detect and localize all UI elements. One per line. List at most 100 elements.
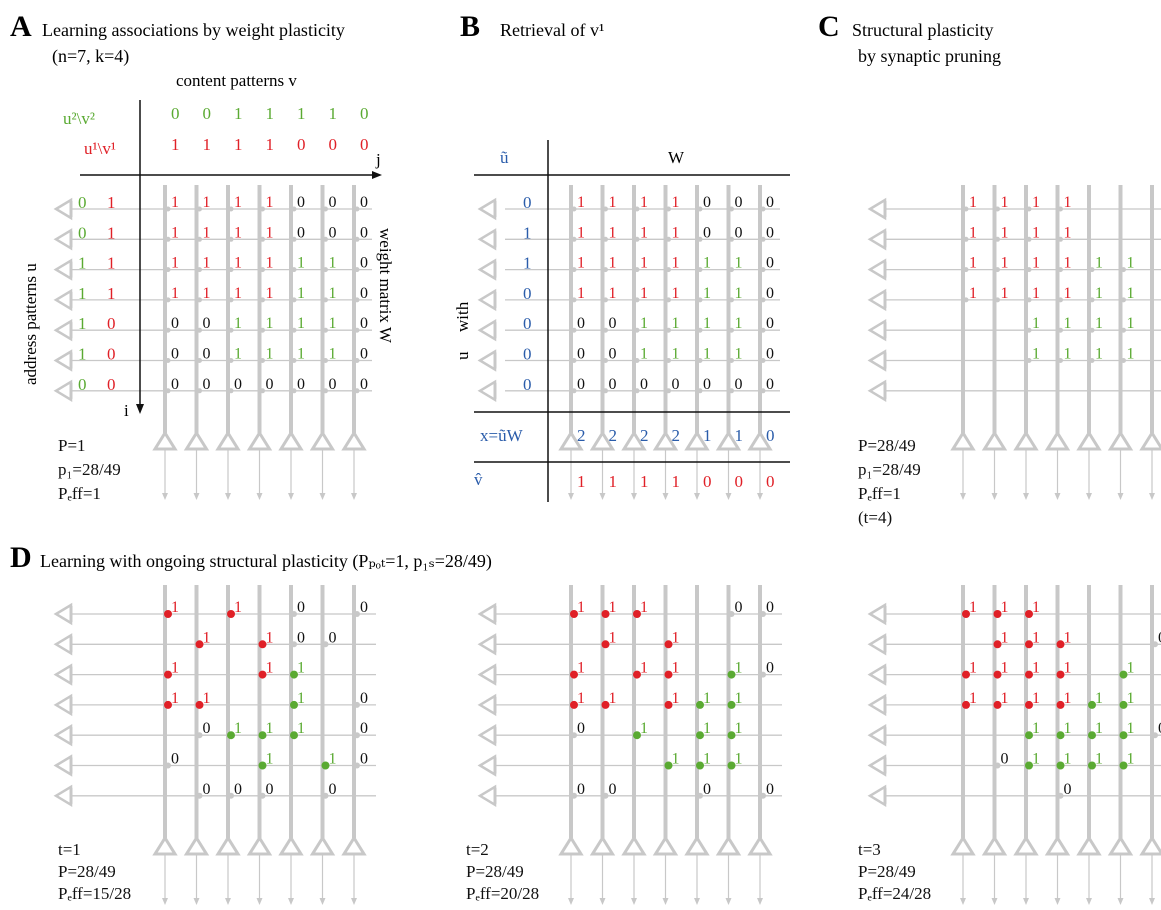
weight-cell: 1 — [234, 255, 242, 272]
synapse-dot — [228, 388, 234, 394]
weight-cell: 1 — [577, 285, 585, 302]
weight-cell: 1 — [640, 194, 648, 211]
u2-value: 0 — [78, 223, 87, 242]
u-tilde-value: 0 — [523, 193, 532, 212]
synapse-dot — [196, 732, 203, 739]
synapse-dot — [1056, 700, 1065, 709]
output-arrow — [631, 898, 637, 905]
weight-cell: 0 — [234, 376, 242, 393]
weight-cell: 0 — [266, 376, 274, 393]
weight-cell: 0 — [735, 224, 743, 241]
synapse-dot — [260, 267, 265, 273]
weight-cell: 1 — [297, 346, 305, 363]
weight-cell: 1 — [1127, 690, 1135, 707]
v-hat-value: 1 — [640, 472, 649, 491]
weight-cell: 0 — [766, 285, 774, 302]
u-label: u — [453, 351, 472, 360]
synapse-dot — [760, 327, 766, 333]
synapse-dot — [323, 388, 328, 394]
panel-d-letter: D — [10, 541, 32, 574]
panel-d-stat: Pₑff=15/28 — [58, 884, 131, 903]
u1-value: 1 — [107, 193, 116, 212]
input-neuron-triangle — [867, 723, 887, 747]
synapse-dot — [1026, 327, 1032, 333]
synapse-dot — [729, 236, 734, 242]
synapse-dot — [290, 700, 298, 709]
weight-cell: 1 — [672, 629, 680, 646]
synapse-dot — [164, 670, 172, 679]
weight-cell: 1 — [266, 224, 274, 241]
output-neuron-triangle — [950, 835, 976, 856]
input-neuron-triangle — [867, 228, 887, 251]
weight-cell: 0 — [360, 751, 368, 768]
synapse-dot — [1056, 670, 1065, 679]
weight-cell: 0 — [360, 720, 368, 737]
weight-cell: 1 — [1095, 255, 1103, 272]
with-label: with — [453, 301, 472, 332]
synapse-dot — [1057, 792, 1064, 799]
weight-cell: 1 — [640, 315, 648, 332]
weight-cell: 0 — [329, 224, 337, 241]
synapse-dot — [570, 670, 578, 679]
u-tilde-value: 1 — [523, 254, 532, 273]
output-arrow — [757, 898, 763, 905]
synapse-dot — [603, 388, 608, 394]
panel-a-stat: P=1 — [58, 436, 86, 455]
panel-b-header: B Retrieval of v¹ ũ W u with x=ũW v̂ — [453, 10, 685, 489]
input-neuron-triangle — [477, 754, 497, 777]
panel-d-stat: t=2 — [466, 840, 489, 859]
weight-cell: 1 — [266, 720, 274, 737]
input-neuron-triangle — [477, 784, 497, 808]
output-neuron-triangle — [684, 835, 710, 856]
weight-cell: 1 — [672, 346, 680, 363]
weight-cell: 1 — [1095, 346, 1103, 363]
synapse-dot — [1058, 236, 1063, 242]
synapse-dot — [729, 297, 734, 303]
weight-cell: 1 — [203, 224, 211, 241]
panel-a-letter: A — [10, 10, 32, 43]
synapse-dot — [570, 610, 578, 618]
weight-cell: 1 — [1064, 285, 1072, 302]
weight-cell: 1 — [1095, 315, 1103, 332]
weight-cell: 0 — [171, 315, 179, 332]
synapse-dot — [165, 762, 171, 769]
weight-cell: 0 — [1001, 751, 1009, 768]
synapse-dot — [291, 327, 297, 333]
synapse-dot — [571, 206, 577, 212]
synapse-dot — [697, 792, 703, 799]
v-hat-label: v̂ — [474, 470, 483, 489]
input-neuron-triangle — [53, 318, 73, 342]
synapse-dot — [729, 358, 734, 363]
weight-cell: 1 — [1064, 690, 1072, 707]
synapse-dot — [729, 327, 734, 333]
synapse-dot — [291, 641, 297, 648]
weight-cell: 1 — [171, 194, 179, 211]
weight-cell: 0 — [203, 315, 211, 332]
v2-value: 0 — [360, 104, 369, 123]
panel-c-header: C Structural plasticity by synaptic prun… — [818, 10, 1001, 66]
output-arrow — [351, 493, 357, 500]
weight-cell: 1 — [703, 315, 711, 332]
v1-value: 0 — [297, 135, 306, 154]
output-arrow — [162, 493, 168, 500]
synapse-dot — [197, 297, 202, 303]
weight-cell: 0 — [766, 660, 774, 677]
weight-cell: 1 — [171, 599, 179, 616]
weight-cell: 1 — [1001, 660, 1009, 677]
synapse-dot — [634, 206, 640, 212]
weight-cell: 0 — [735, 376, 743, 393]
weight-cell: 1 — [329, 315, 337, 332]
weight-cell: 1 — [297, 720, 305, 737]
input-neuron-triangle — [477, 602, 497, 626]
input-neuron-triangle — [867, 663, 887, 686]
output-neuron-triangle — [246, 430, 273, 451]
weight-cell: 1 — [297, 255, 305, 272]
weight-cell: 1 — [969, 255, 977, 272]
weight-cell: 1 — [1064, 224, 1072, 241]
weight-cell: 1 — [1095, 720, 1103, 737]
weight-cell: 1 — [969, 599, 977, 616]
synapse-dot — [728, 611, 735, 617]
output-neuron-triangle — [215, 430, 241, 451]
weight-cell: 0 — [360, 346, 368, 363]
weight-cell: 1 — [672, 690, 680, 707]
